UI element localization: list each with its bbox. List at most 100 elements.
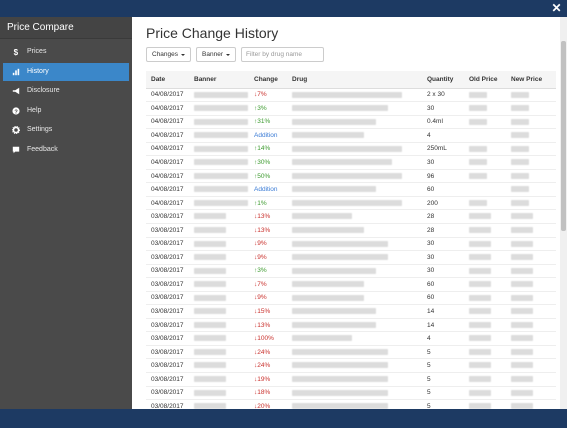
cell-banner [189, 223, 249, 237]
cell-quantity: 250mL [427, 145, 447, 153]
cell-date: 03/08/2017 [151, 213, 184, 221]
redacted-text [469, 389, 491, 396]
cell-banner [189, 359, 249, 373]
cell-new-price [506, 183, 556, 197]
cell-banner [189, 278, 249, 292]
redacted-text [511, 376, 533, 383]
table-row[interactable]: 04/08/2017 ↑50% 96 [146, 169, 556, 183]
sidebar-item-feedback[interactable]: Feedback [3, 141, 129, 159]
arrow-down-icon: ↓ [254, 253, 258, 261]
svg-text:?: ? [14, 109, 18, 115]
table-row[interactable]: 03/08/2017 ↓20% 5 [146, 399, 556, 409]
banner-dropdown[interactable]: Banner [196, 47, 236, 62]
table-row[interactable]: 04/08/2017 ↑30% 30 [146, 155, 556, 170]
table-row[interactable]: 03/08/2017 ↓18% 5 [146, 386, 556, 400]
sidebar-item-help[interactable]: ? Help [3, 102, 129, 120]
cell-old-price [464, 332, 506, 346]
cell-quantity: 96 [427, 172, 435, 180]
table-row[interactable]: 04/08/2017 Addition 4 [146, 128, 556, 143]
redacted-text [194, 348, 226, 355]
change-value: 3% [257, 104, 267, 112]
table-row[interactable]: 03/08/2017 ↓13% 28 [146, 223, 556, 237]
cell-drug [287, 210, 422, 224]
header-quantity[interactable]: Quantity [422, 71, 464, 89]
table-row[interactable]: 04/08/2017 ↑31% 0.4ml [146, 115, 556, 129]
redacted-text [194, 281, 226, 288]
drug-filter-input[interactable] [241, 47, 324, 62]
table-row[interactable]: 04/08/2017 Addition 60 [146, 182, 556, 197]
table-row[interactable]: 04/08/2017 ↑1% 200 [146, 196, 556, 210]
arrow-down-icon: ↓ [254, 91, 258, 99]
table-row[interactable]: 03/08/2017 ↓7% 60 [146, 277, 556, 292]
change-value: 19% [257, 375, 271, 383]
cell-change: Addition [254, 131, 278, 139]
cell-banner [189, 386, 249, 400]
redacted-text [292, 240, 388, 247]
header-new-price[interactable]: New Price [506, 71, 556, 89]
table-row[interactable]: 04/08/2017 ↓7% 2 x 30 [146, 88, 556, 102]
redacted-text [194, 240, 226, 247]
table-row[interactable]: 03/08/2017 ↓15% 14 [146, 304, 556, 319]
changes-dropdown[interactable]: Changes [146, 47, 192, 62]
redacted-text [511, 348, 533, 355]
table-row[interactable]: 03/08/2017 ↓13% 28 [146, 209, 556, 224]
cell-date: 03/08/2017 [151, 267, 184, 275]
change-value: 14% [257, 145, 271, 153]
table-row[interactable]: 03/08/2017 ↓13% 14 [146, 318, 556, 332]
cell-date: 04/08/2017 [151, 199, 184, 207]
cell-quantity: 4 [427, 131, 431, 139]
header-drug[interactable]: Drug [287, 71, 422, 89]
cell-date: 03/08/2017 [151, 280, 184, 288]
cell-new-price [506, 400, 556, 409]
table-row[interactable]: 03/08/2017 ↓24% 5 [146, 345, 556, 359]
arrow-up-icon: ↑ [254, 118, 258, 126]
table-row[interactable]: 04/08/2017 ↑14% 250mL [146, 142, 556, 156]
redacted-text [469, 240, 491, 247]
redacted-text [511, 105, 529, 112]
cell-drug [287, 88, 422, 102]
cell-old-price [464, 251, 506, 265]
table-row[interactable]: 04/08/2017 ↑3% 30 [146, 101, 556, 116]
main-content: Price Change History Changes Banner Date… [132, 17, 560, 409]
status-bar [0, 409, 567, 428]
sidebar-item-settings[interactable]: Settings [3, 121, 129, 139]
sidebar-item-label: Disclosure [27, 87, 60, 94]
sidebar-item-disclosure[interactable]: Disclosure [3, 82, 129, 100]
close-icon[interactable]: ✕ [551, 1, 562, 15]
table-row[interactable]: 03/08/2017 ↓100% 4 [146, 331, 556, 346]
change-value: 20% [257, 403, 271, 409]
table-row[interactable]: 03/08/2017 ↓24% 5 [146, 358, 556, 373]
cell-change: Addition [254, 186, 278, 194]
redacted-text [292, 335, 352, 342]
table-row[interactable]: 03/08/2017 ↓19% 5 [146, 372, 556, 386]
header-old-price[interactable]: Old Price [464, 71, 506, 89]
redacted-text [469, 172, 487, 179]
sidebar-item-prices[interactable]: $ Prices [3, 43, 129, 61]
redacted-text [511, 308, 533, 315]
header-change[interactable]: Change [249, 71, 287, 89]
table-row[interactable]: 03/08/2017 ↓9% 60 [146, 291, 556, 305]
change-value: 30% [257, 159, 271, 166]
redacted-text [292, 227, 364, 234]
sidebar-item-history[interactable]: History [3, 62, 129, 81]
cell-old-price [464, 386, 506, 400]
cell-change: ↓18% [249, 386, 287, 400]
redacted-text [194, 254, 226, 261]
redacted-text [469, 294, 491, 301]
redacted-text [511, 389, 533, 396]
cell-change: ↓24% [249, 345, 287, 359]
table-row[interactable]: 03/08/2017 ↓9% 30 [146, 250, 556, 265]
banner-dropdown-label: Banner [202, 51, 223, 58]
cell-new-price [506, 305, 556, 319]
vertical-scrollbar[interactable] [560, 17, 567, 409]
redacted-text [469, 254, 491, 261]
table-row[interactable]: 03/08/2017 ↓9% 30 [146, 237, 556, 251]
redacted-text [292, 159, 392, 166]
redacted-text [292, 294, 364, 301]
header-date[interactable]: Date [146, 71, 189, 89]
cell-quantity: 28 [427, 213, 435, 221]
header-banner[interactable]: Banner [189, 71, 249, 89]
cell-date: 03/08/2017 [151, 240, 184, 248]
table-row[interactable]: 03/08/2017 ↑3% 30 [146, 264, 556, 278]
scrollbar-thumb[interactable] [561, 41, 566, 231]
